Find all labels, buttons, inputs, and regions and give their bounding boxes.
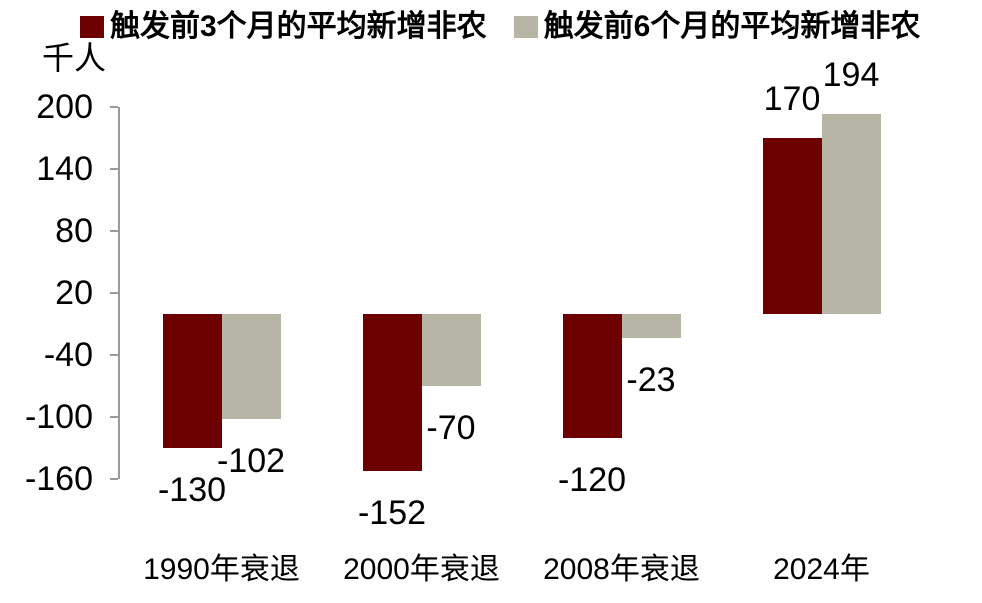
y-tick-mark	[110, 478, 118, 481]
y-tick-label: -40	[43, 336, 93, 375]
data-label: 170	[763, 80, 821, 119]
data-label: -23	[626, 360, 676, 399]
y-tick-label: -160	[24, 460, 93, 499]
y-tick-mark	[110, 168, 118, 171]
y-axis-unit-label: 千人	[42, 40, 107, 76]
legend-item-6m: 触发前6个月的平均新增非农	[513, 10, 921, 44]
data-label: 194	[822, 55, 880, 94]
y-tick-label: 80	[55, 212, 93, 251]
bar-6m	[221, 314, 281, 420]
y-tick-mark	[110, 354, 118, 357]
data-label: -70	[426, 409, 476, 448]
y-axis-line	[118, 107, 120, 480]
x-category-label: 2024年	[773, 553, 870, 586]
bar-3m	[562, 314, 622, 438]
data-label: -102	[216, 442, 286, 481]
data-label: -130	[157, 471, 227, 510]
bar-6m	[821, 113, 881, 314]
bar-3m	[362, 314, 422, 472]
x-category-label: 2000年衰退	[343, 553, 500, 586]
legend-label-6m: 触发前6个月的平均新增非农	[543, 10, 921, 43]
data-label: -120	[557, 460, 627, 499]
y-tick-label: 140	[36, 150, 93, 189]
bar-6m	[421, 314, 481, 387]
y-tick-mark	[110, 106, 118, 109]
data-label: -152	[357, 494, 427, 533]
y-tick-label: -100	[24, 398, 93, 437]
y-tick-mark	[110, 416, 118, 419]
bar-6m	[621, 314, 681, 338]
bar-3m	[162, 314, 222, 449]
legend-swatch-6m	[513, 16, 538, 38]
y-tick-label: 200	[36, 88, 93, 127]
legend-item-3m: 触发前3个月的平均新增非农	[80, 10, 487, 44]
legend-label-3m: 触发前3个月的平均新增非农	[110, 10, 487, 43]
x-category-label: 2008年衰退	[543, 553, 700, 586]
bar-3m	[762, 138, 822, 314]
legend-swatch-3m	[80, 16, 104, 38]
x-category-label: 1990年衰退	[143, 553, 300, 586]
y-tick-mark	[110, 292, 118, 295]
y-tick-label: 20	[55, 274, 93, 313]
legend: 触发前3个月的平均新增非农 触发前6个月的平均新增非农	[80, 10, 920, 44]
y-tick-mark	[110, 230, 118, 233]
